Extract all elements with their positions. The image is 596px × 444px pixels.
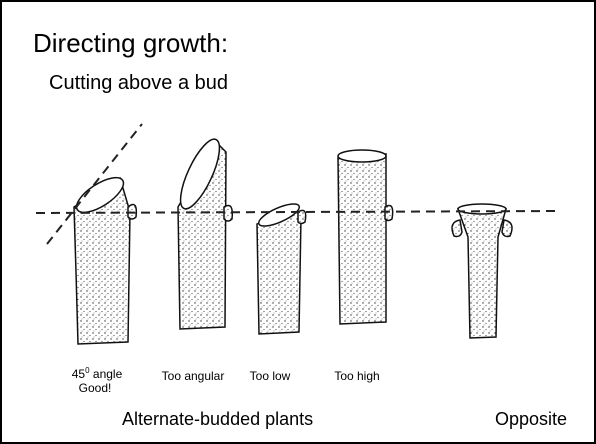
cut-label: Too high	[334, 369, 379, 383]
title: Directing growth:	[33, 28, 228, 59]
bud	[385, 206, 393, 221]
bud	[452, 220, 462, 237]
cut-note: Good!	[79, 381, 112, 395]
slide: Directing growth: Cutting above a bud 45…	[0, 0, 596, 444]
cut-surface	[338, 150, 386, 162]
cut-label: 450 angle	[72, 366, 123, 381]
stem	[338, 154, 386, 324]
group-label: Opposite	[495, 409, 567, 430]
stem	[458, 209, 506, 338]
cut-label: Too low	[250, 369, 291, 383]
group-label: Alternate-budded plants	[122, 409, 313, 430]
cut-label: Too angular	[162, 369, 225, 383]
cut-surface	[458, 204, 506, 214]
subtitle: Cutting above a bud	[49, 72, 228, 95]
bud	[502, 220, 512, 237]
